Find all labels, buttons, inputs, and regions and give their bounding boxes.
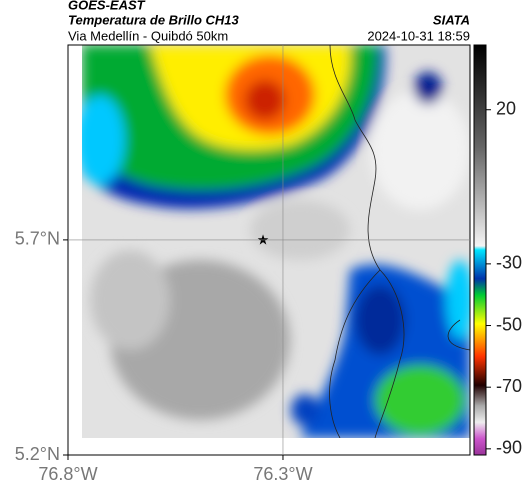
colorbar xyxy=(473,44,487,456)
colorbar-tick-label: -90 xyxy=(496,438,522,458)
colorbar-tick-label: -70 xyxy=(496,376,522,396)
title: GOES-EAST xyxy=(68,0,146,12)
satellite-image xyxy=(82,45,470,438)
colorbar-tick-label: -30 xyxy=(496,253,522,273)
source: SIATA xyxy=(433,12,470,27)
x-tick-label: 76.8°W xyxy=(38,464,97,484)
route: Via Medellín - Quibdó 50km xyxy=(68,28,228,43)
y-tick-label: 5.2°N xyxy=(15,444,60,464)
y-tick-label: 5.7°N xyxy=(15,229,60,249)
colorbar-tick-label: -50 xyxy=(496,314,522,334)
colorbar-tick-label: 20 xyxy=(496,98,516,118)
subtitle: Temperatura de Brillo CH13 xyxy=(68,12,240,27)
plot-frame xyxy=(67,44,471,456)
x-tick-label: 76.3°W xyxy=(253,464,312,484)
axes: 76.8°W 76.3°W 5.7°N 5.2°N 20 -30 -50 -70 -90 xyxy=(15,45,522,484)
timestamp: 2024-10-31 18:59 xyxy=(367,28,470,43)
